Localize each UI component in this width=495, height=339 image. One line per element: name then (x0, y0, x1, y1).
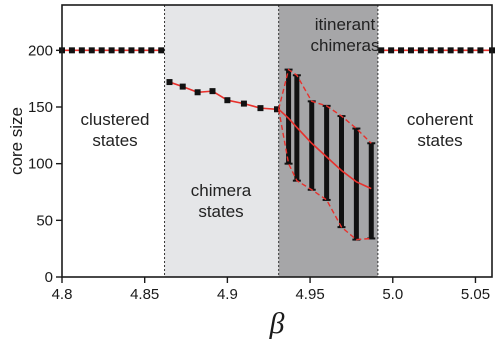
data-point (388, 47, 395, 54)
range-bar (309, 101, 315, 190)
region-dividers (164, 5, 379, 277)
max-envelope (277, 68, 372, 144)
region-label: clustered (81, 110, 150, 129)
x-tick-label: 4.85 (130, 286, 159, 303)
data-point (398, 47, 405, 54)
data-point (417, 47, 424, 54)
min-envelope (277, 109, 372, 241)
itinerant-layer (277, 68, 376, 241)
region-labels: clustered states chimera states itinerant chi… (81, 15, 474, 221)
data-point (194, 89, 201, 96)
x-axis-title: β (269, 307, 285, 339)
data-point (467, 47, 474, 54)
data-point (447, 47, 454, 54)
data-point (158, 47, 165, 54)
data-point (257, 105, 264, 112)
range-bar (324, 105, 330, 200)
x-tick-label: 4.9 (217, 286, 238, 303)
data-point (118, 47, 125, 54)
y-tick-label: 100 (28, 156, 53, 173)
data-point (148, 47, 155, 54)
data-point (68, 47, 75, 54)
data-point (378, 47, 385, 54)
data-point (98, 47, 105, 54)
y-tick-label: 50 (36, 212, 53, 229)
region-label: chimeras (311, 36, 380, 55)
y-tick-label: 0 (45, 269, 53, 286)
series-layer (59, 47, 495, 113)
data-point (274, 106, 280, 113)
region-label: chimera (191, 181, 252, 200)
data-point (179, 83, 186, 90)
y-axis-title: core size (7, 107, 26, 175)
data-point (407, 47, 414, 54)
mean-line (278, 108, 372, 190)
range-bar (368, 143, 374, 239)
x-tick-label: 4.8 (52, 286, 73, 303)
region-label: coherent (407, 110, 473, 129)
range-bar (339, 116, 344, 228)
data-point (224, 97, 231, 104)
data-point (128, 47, 135, 54)
data-point (138, 47, 145, 54)
range-bar (286, 69, 292, 164)
region-label: states (417, 131, 462, 150)
x-axis: 4.8 4.85 4.9 4.95 5.0 5.05 (52, 277, 490, 303)
data-point (477, 47, 484, 54)
y-axis: 0 50 100 150 200 (28, 42, 62, 286)
data-point (108, 47, 115, 54)
region-label: states (92, 131, 137, 150)
range-bar (353, 128, 359, 240)
data-point (166, 79, 173, 86)
data-point (240, 100, 247, 107)
data-point (427, 47, 434, 54)
data-point (437, 47, 444, 54)
x-tick-label: 5.05 (461, 286, 490, 303)
region-label: itinerant (315, 15, 376, 34)
plot-frame (61, 4, 493, 278)
data-point (88, 47, 95, 54)
data-point (78, 47, 85, 54)
y-tick-label: 150 (28, 99, 53, 116)
region-band (164, 5, 279, 277)
data-point (209, 88, 216, 95)
y-tick-label: 200 (28, 42, 53, 59)
region-label: states (198, 202, 243, 221)
data-point (457, 47, 464, 54)
x-tick-label: 4.95 (295, 286, 324, 303)
x-tick-label: 5.0 (382, 286, 403, 303)
